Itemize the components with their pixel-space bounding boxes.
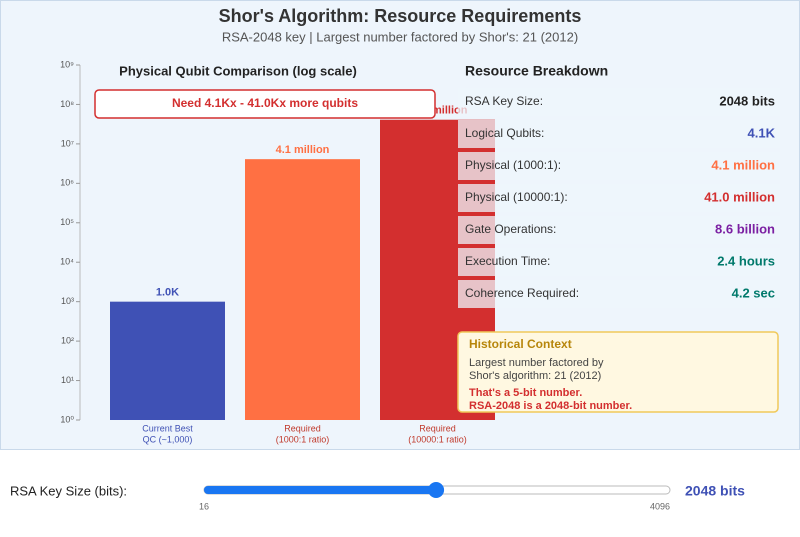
- x-tick-label: Current Best: [142, 423, 193, 433]
- x-tick-label: QC (~1,000): [143, 434, 193, 444]
- x-tick-label: (10000:1 ratio): [408, 434, 467, 444]
- title: Shor's Algorithm: Resource Requirements: [219, 6, 582, 26]
- row-label: Physical (10000:1):: [465, 190, 568, 204]
- row-value: 2048 bits: [719, 93, 775, 108]
- x-tick-label: Required: [284, 423, 321, 433]
- row-bg: [458, 216, 780, 244]
- row-label: RSA Key Size:: [465, 94, 543, 108]
- slider-fill: [204, 486, 437, 494]
- y-tick-label: 10⁹: [60, 59, 74, 69]
- context-highlight: RSA-2048 is a 2048-bit number.: [469, 400, 632, 412]
- context-highlight: That's a 5-bit number.: [469, 387, 582, 399]
- slider-max: 4096: [650, 501, 670, 511]
- annotation-box: [94, 89, 436, 119]
- row-label: Gate Operations:: [465, 222, 556, 236]
- context-title: Historical Context: [469, 337, 572, 351]
- annotation: Need 4.1Kx - 41.0Kx more qubits: [172, 96, 358, 110]
- row-label: Execution Time:: [465, 254, 550, 268]
- row-value: 41.0 million: [704, 189, 775, 204]
- row-value: 8.6 billion: [715, 221, 775, 236]
- slider[interactable]: 16 4096: [199, 482, 671, 511]
- y-tick-label: 10³: [61, 296, 74, 306]
- row-value: 4.2 sec: [732, 285, 775, 300]
- y-tick-label: 10¹: [61, 375, 74, 385]
- y-tick-label: 10⁸: [60, 99, 74, 109]
- breakdown: RSA Key Size: 2048 bits Logical Qubits: 4.1…: [458, 88, 780, 308]
- row-bg: [458, 280, 780, 308]
- y-tick-label: 10²: [61, 335, 74, 345]
- row-value: 4.1K: [748, 125, 776, 140]
- slider-thumb[interactable]: [428, 482, 445, 498]
- y-tick-label: 10⁵: [60, 217, 74, 227]
- context-line: Largest number factored by: [469, 357, 604, 369]
- row-label: Logical Qubits:: [465, 126, 544, 140]
- subtitle: RSA-2048 key | Largest number factored b…: [222, 29, 578, 44]
- bar: [245, 159, 360, 420]
- slider-min: 16: [199, 501, 209, 511]
- row-bg: [458, 88, 780, 116]
- slider-value: 2048 bits: [685, 483, 745, 499]
- context-box: [457, 331, 779, 413]
- y-tick-label: 10⁰: [60, 414, 74, 424]
- breakdown-title: Resource Breakdown: [465, 63, 608, 79]
- value-label: 4.1 million: [276, 144, 330, 156]
- row-bg: [458, 184, 780, 212]
- chart-title: Physical Qubit Comparison (log scale): [119, 63, 357, 78]
- row-value: 2.4 hours: [717, 253, 775, 268]
- bar: [110, 301, 225, 420]
- slider-label: RSA Key Size (bits):: [10, 483, 127, 498]
- row-bg: [458, 120, 780, 148]
- y-tick-label: 10⁶: [60, 178, 74, 188]
- value-label: 1.0K: [156, 287, 179, 299]
- row-value: 4.1 million: [711, 157, 775, 172]
- x-tick-label: (1000:1 ratio): [276, 434, 330, 444]
- y-tick-label: 10⁴: [60, 257, 74, 267]
- row-label: Coherence Required:: [465, 286, 579, 300]
- row-bg: [458, 248, 780, 276]
- row-bg: [458, 152, 780, 180]
- y-tick-label: 10⁷: [61, 138, 74, 148]
- row-label: Physical (1000:1):: [465, 158, 561, 172]
- context-line: Shor's algorithm: 21 (2012): [469, 370, 601, 382]
- x-tick-label: Required: [419, 423, 456, 433]
